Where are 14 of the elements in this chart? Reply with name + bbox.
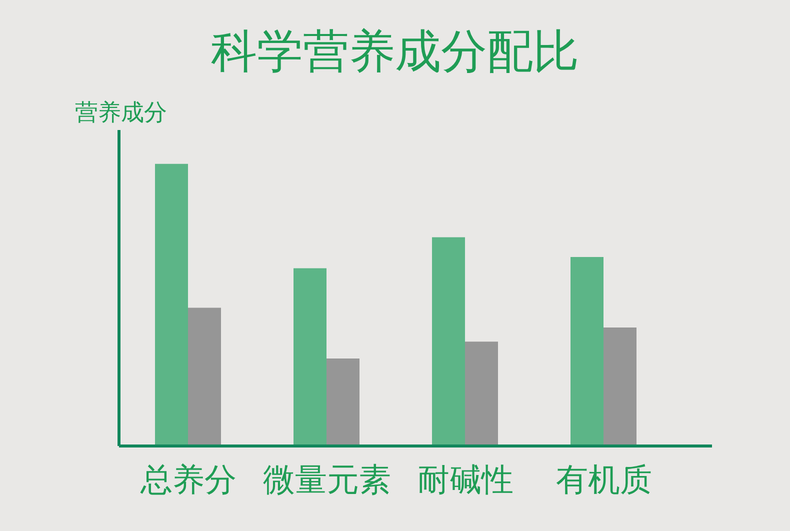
bar (604, 328, 636, 446)
bar (294, 268, 326, 446)
bar (465, 342, 498, 446)
x-tick-label: 总养分 (139, 460, 236, 499)
bar (326, 358, 360, 446)
x-tick-label: 微量元素 (262, 460, 391, 499)
x-tick-label: 耐碱性 (417, 460, 514, 499)
x-tick-label: 有机质 (556, 460, 652, 499)
bar (155, 164, 188, 446)
bar (188, 308, 221, 446)
y-axis-title: 营养成分 (75, 100, 167, 126)
bar (570, 256, 604, 446)
chart-title: 科学营养成分配比 (210, 24, 580, 78)
bar (432, 237, 465, 446)
